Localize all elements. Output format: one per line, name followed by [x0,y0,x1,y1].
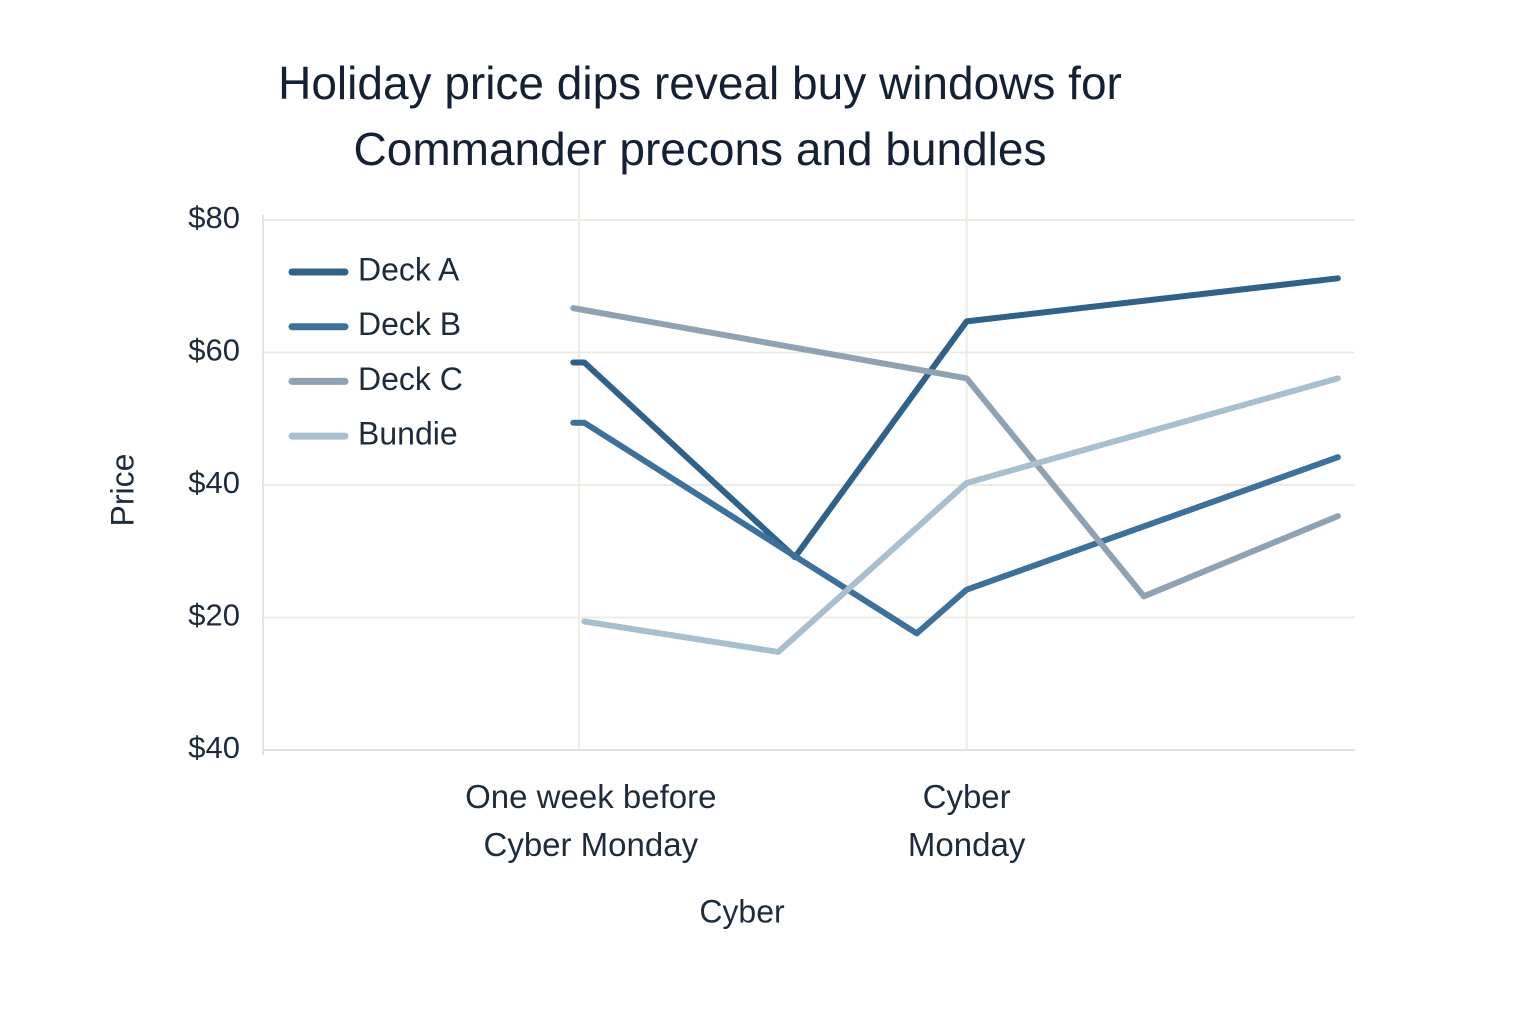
legend-label: Deck A [358,251,460,287]
chart-title: Holiday price dips reveal buy windows fo… [278,57,1122,175]
y-tick-label: $40 [188,465,240,500]
y-axis-label: Price [104,454,140,527]
y-tick-label: $40 [188,730,240,765]
series-line [570,305,1341,600]
x-axis-label: Cyber [699,893,785,929]
y-tick-label: $80 [188,200,240,235]
y-tick-label: $20 [188,598,240,633]
legend-label: Bundie [358,416,458,452]
series-line [570,419,1341,637]
y-tick-label: $60 [188,333,240,368]
legend-label: Deck B [358,306,461,342]
x-tick-label: Cyber Monday [907,778,1026,863]
legend-label: Deck C [358,361,463,397]
x-tick-label: One week before Cyber Monday [465,778,717,863]
series-line [570,275,1341,561]
series-line [581,375,1341,655]
